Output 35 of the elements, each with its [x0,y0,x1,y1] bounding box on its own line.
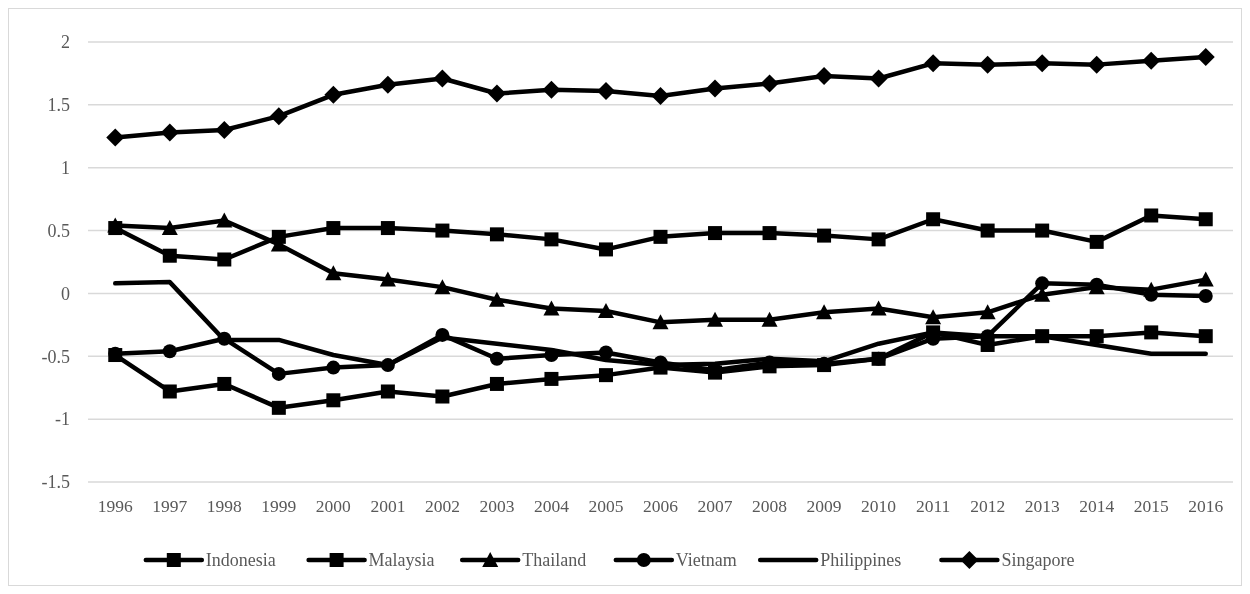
y-tick-label: -1.5 [41,472,70,493]
x-tick-label: 2006 [643,496,679,516]
legend-label: Philippines [820,550,902,571]
x-tick-label: 2000 [315,496,352,516]
x-tick-label: 2001 [370,496,406,516]
legend-label: Indonesia [205,550,276,571]
x-tick-label: 2011 [915,496,951,516]
x-tick-label: 2010 [861,496,897,516]
x-tick-label: 1999 [261,496,297,516]
x-tick-label: 2005 [588,496,624,516]
x-tick-label: 2014 [1079,496,1115,516]
y-tick-label: 2 [61,32,70,53]
legend-label: Vietnam [675,550,737,571]
x-tick-label: 1998 [206,496,243,516]
x-tick-label: 2007 [697,496,733,516]
x-tick-label: 2013 [1024,496,1060,516]
x-tick-label: 2016 [1188,496,1224,516]
y-tick-label: -1 [55,409,70,430]
x-tick-label: 2002 [424,496,460,516]
x-tick-label: 2008 [752,496,788,516]
legend-label: Singapore [1001,550,1075,571]
x-tick-label: 2012 [970,496,1006,516]
x-tick-label: 2004 [533,496,570,516]
y-tick-label: -0.5 [41,346,70,367]
legend-label: Malaysia [368,550,435,571]
x-tick-label: 1996 [97,496,134,516]
y-tick-label: 1 [61,158,70,179]
x-tick-label: 2009 [806,496,842,516]
x-tick-label: 1997 [152,496,188,516]
x-tick-label: 2015 [1133,496,1169,516]
y-tick-label: 0.5 [47,220,70,241]
y-tick-label: 1.5 [47,95,70,116]
y-tick-label: 0 [61,283,70,304]
legend-label: Thailand [522,550,587,571]
x-tick-label: 2003 [479,496,515,516]
